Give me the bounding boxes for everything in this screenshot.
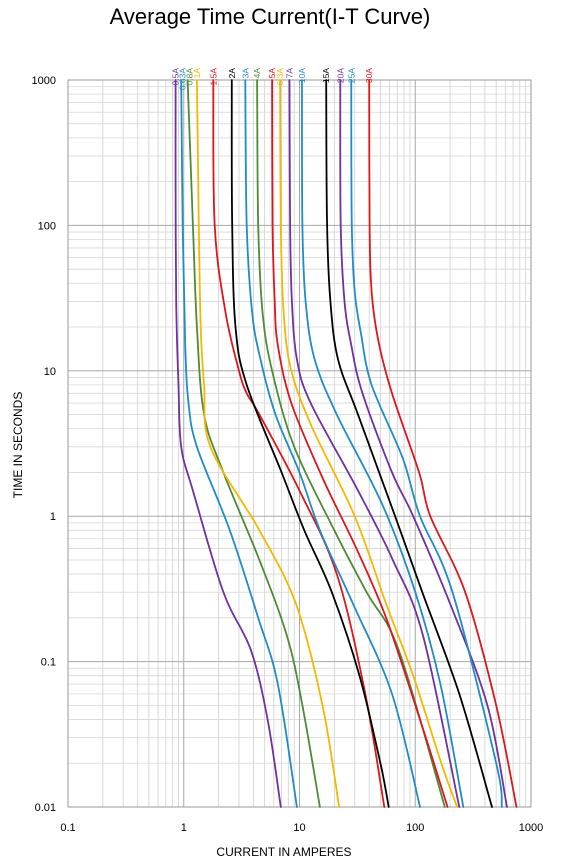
y-tick-label: 1000 <box>32 75 56 87</box>
legend-label: 1.5A <box>208 68 218 86</box>
legend-label: 4A <box>252 68 262 79</box>
series-line-25a <box>350 79 503 808</box>
series-line-1a <box>196 79 340 808</box>
legend-label: 30A <box>364 68 374 83</box>
series-line-30a <box>368 79 518 808</box>
series-line-4a <box>256 79 446 808</box>
legend-label: 0.5A <box>171 68 181 86</box>
x-tick-label: 1000 <box>519 822 543 834</box>
series-line-10a <box>301 79 465 808</box>
x-tick-label: 0.1 <box>60 822 75 834</box>
y-tick-label: 1 <box>50 511 56 523</box>
series-line-0-63a <box>180 79 298 808</box>
chart-title: Average Time Current(I-T Curve) <box>109 4 431 29</box>
x-tick-label: 100 <box>406 822 424 834</box>
legend-label: 0.8A <box>185 68 195 86</box>
series-line-7a <box>288 79 461 808</box>
legend-label: 0.63A <box>178 68 188 91</box>
legend-label: 5A <box>267 68 277 79</box>
curves-layer <box>174 79 518 808</box>
legend-label: 6.3A <box>275 68 285 86</box>
y-tick-label: 100 <box>38 220 56 232</box>
plot-frame <box>67 79 532 808</box>
x-tick-labels: 0.1 1 10 100 1000 <box>60 822 543 834</box>
y-tick-label: 0.1 <box>41 657 56 669</box>
series-line-3a <box>244 79 421 808</box>
series-line-6-3a <box>279 79 458 808</box>
legend-label: 2A <box>227 68 237 79</box>
legend-label: 20A <box>335 68 345 83</box>
legend-label: 7A <box>285 68 295 79</box>
series-line-5a <box>271 79 449 808</box>
legend-label: 15A <box>321 68 331 83</box>
legend-label: 25A <box>346 68 356 83</box>
legend-label: 10A <box>297 68 307 83</box>
series-line-20a <box>339 79 508 808</box>
legend-label: 1A <box>192 68 202 79</box>
y-tick-labels: 0.01 0.1 1 10 100 1000 <box>32 75 56 814</box>
x-tick-label: 10 <box>293 822 305 834</box>
y-tick-label: 0.01 <box>35 802 56 814</box>
series-line-2a <box>230 79 390 808</box>
y-axis-label: TIME IN SECONDS <box>11 392 25 499</box>
x-axis-label: CURRENT IN AMPERES <box>216 845 351 859</box>
series-line-0-5a <box>174 79 282 808</box>
x-tick-label: 1 <box>181 822 187 834</box>
series-line-15a <box>325 79 493 808</box>
y-tick-label: 10 <box>44 366 56 378</box>
legend-label: 3A <box>240 68 250 79</box>
